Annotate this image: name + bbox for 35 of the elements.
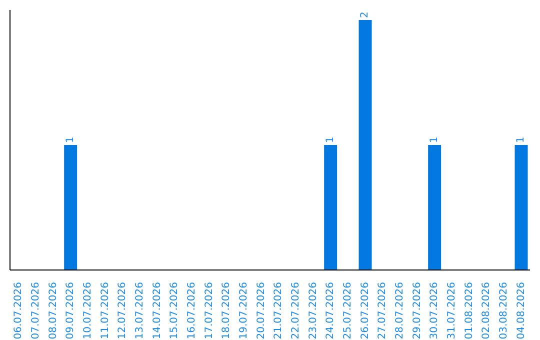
x-tick-label: 13.07.2026 xyxy=(134,282,146,340)
x-tick-label: 01.08.2026 xyxy=(464,282,475,340)
x-tick-label: 03.08.2026 xyxy=(498,282,510,340)
x-tick-label: 17.07.2026 xyxy=(204,282,215,340)
x-tick-label: 23.07.2026 xyxy=(308,282,319,340)
x-tick-label: 06.07.2026 xyxy=(13,282,24,340)
x-tick-label: 24.07.2026 xyxy=(325,282,336,340)
x-tick-label: 21.07.2026 xyxy=(273,282,284,340)
x-tick-label: 09.07.2026 xyxy=(65,282,76,340)
x-tick-label: 27.07.2026 xyxy=(377,282,388,340)
data-label: 2 xyxy=(360,12,371,18)
x-tick-label: 18.07.2026 xyxy=(221,282,232,340)
data-label: 1 xyxy=(65,136,76,143)
data-label: 1 xyxy=(429,136,440,143)
x-tick-label: 28.07.2026 xyxy=(394,282,406,340)
x-tick-label: 26.07.2026 xyxy=(360,282,371,340)
x-tick-label: 15.07.2026 xyxy=(169,282,180,340)
x-tick-label: 10.07.2026 xyxy=(82,282,94,340)
x-tick-label: 22.07.2026 xyxy=(290,282,302,340)
x-tick-label: 19.07.2026 xyxy=(238,282,250,340)
x-tick-label: 12.07.2026 xyxy=(117,282,128,340)
x-tick-label: 11.07.2026 xyxy=(100,282,111,340)
x-tick-label: 04.08.2026 xyxy=(516,282,527,340)
x-tick-label: 20.07.2026 xyxy=(256,282,267,340)
x-tick-label: 02.08.2026 xyxy=(481,282,492,340)
data-label: 1 xyxy=(516,136,527,143)
x-tick-label: 14.07.2026 xyxy=(152,282,163,340)
x-tick-label: 07.07.2026 xyxy=(30,282,42,340)
x-tick-label: 30.07.2026 xyxy=(429,282,440,340)
x-tick-label: 25.07.2026 xyxy=(342,282,354,340)
x-tick-label: 08.07.2026 xyxy=(48,282,59,340)
x-tick-label: 16.07.2026 xyxy=(186,282,198,340)
x-tick-label: 31.07.2026 xyxy=(446,282,458,340)
data-label: 1 xyxy=(325,136,336,143)
x-tick-label: 29.07.2026 xyxy=(412,282,423,340)
